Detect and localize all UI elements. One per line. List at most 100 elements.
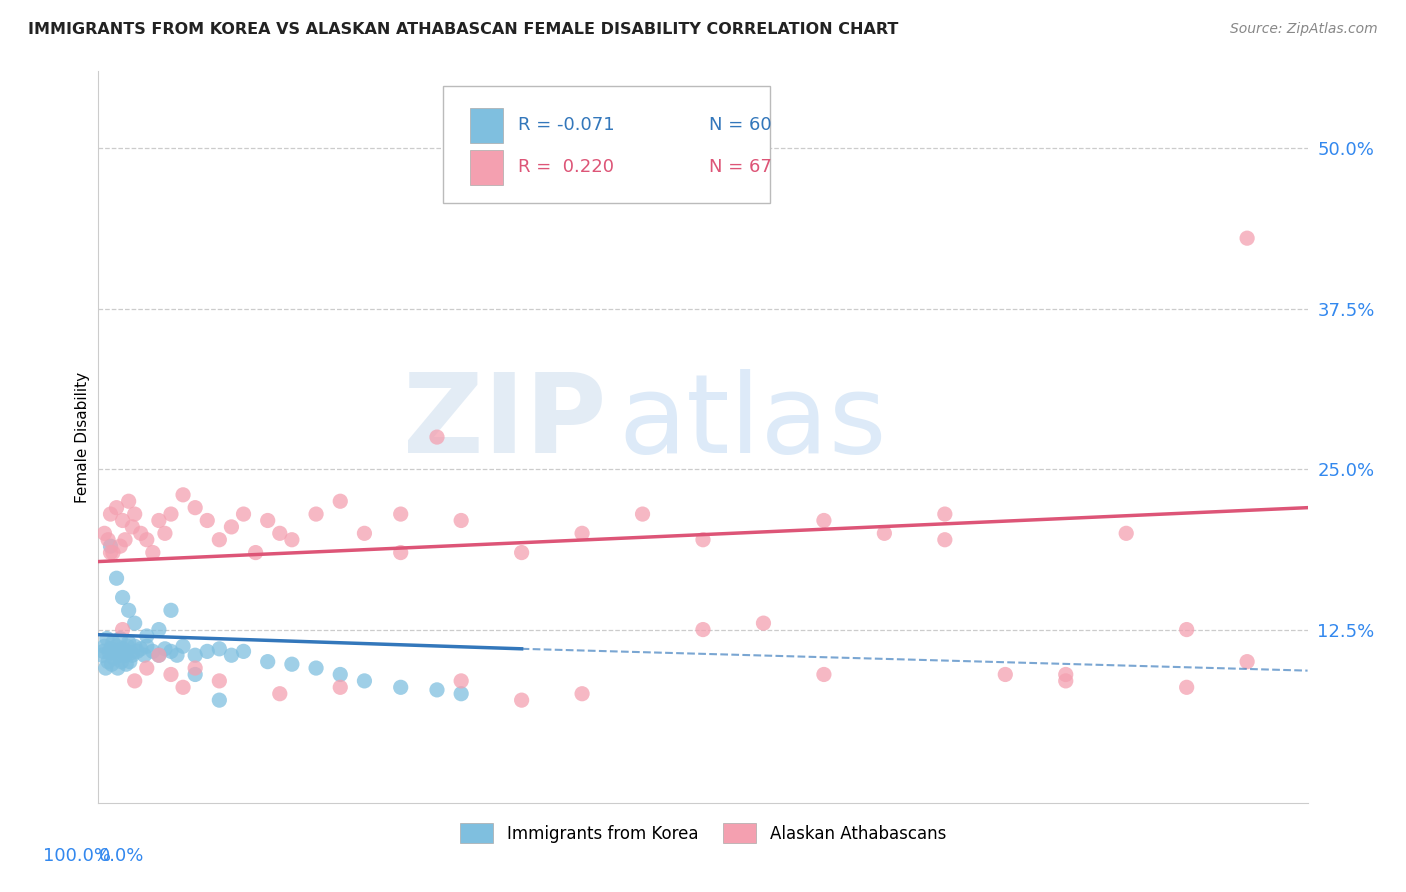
Point — [208, 533, 231, 547]
Point — [1175, 623, 1198, 637]
Point — [692, 533, 714, 547]
Point — [426, 682, 449, 697]
Point — [281, 533, 304, 547]
Point — [208, 641, 231, 656]
Text: Source: ZipAtlas.com: Source: ZipAtlas.com — [1230, 22, 1378, 37]
Point — [1236, 231, 1258, 245]
Point — [100, 539, 122, 553]
Point — [450, 687, 472, 701]
Point — [1236, 655, 1258, 669]
Point — [329, 681, 352, 695]
Point — [184, 667, 207, 681]
Point — [111, 623, 134, 637]
Point — [1054, 673, 1077, 688]
Point — [934, 507, 956, 521]
Point — [124, 639, 146, 653]
Point — [160, 667, 183, 681]
Point — [107, 661, 129, 675]
Point — [221, 648, 243, 663]
Point — [510, 693, 533, 707]
Point — [105, 500, 128, 515]
Point — [232, 507, 254, 521]
Point — [148, 648, 170, 663]
Point — [97, 655, 120, 669]
Point — [105, 639, 128, 653]
Point — [571, 687, 593, 701]
Text: N = 67: N = 67 — [709, 158, 772, 177]
Point — [148, 648, 170, 663]
Point — [305, 507, 328, 521]
Point — [172, 681, 194, 695]
FancyBboxPatch shape — [443, 86, 769, 203]
Point — [389, 545, 412, 559]
Point — [329, 494, 352, 508]
Legend: Immigrants from Korea, Alaskan Athabascans: Immigrants from Korea, Alaskan Athabasca… — [453, 817, 953, 849]
Point — [105, 571, 128, 585]
Point — [281, 657, 304, 672]
Point — [101, 545, 124, 559]
Point — [160, 507, 183, 521]
Point — [692, 623, 714, 637]
Point — [93, 639, 115, 653]
Point — [91, 648, 114, 663]
Point — [1054, 667, 1077, 681]
Point — [117, 639, 139, 653]
Point — [142, 545, 165, 559]
Point — [389, 681, 412, 695]
Point — [93, 526, 115, 541]
Point — [124, 673, 146, 688]
Point — [118, 655, 141, 669]
Y-axis label: Female Disability: Female Disability — [75, 371, 90, 503]
Point — [148, 623, 170, 637]
Point — [121, 648, 143, 663]
Text: IMMIGRANTS FROM KOREA VS ALASKAN ATHABASCAN FEMALE DISABILITY CORRELATION CHART: IMMIGRANTS FROM KOREA VS ALASKAN ATHABAS… — [28, 22, 898, 37]
Point — [142, 644, 165, 658]
Point — [184, 648, 207, 663]
Point — [160, 644, 183, 658]
Point — [571, 526, 593, 541]
Point — [1115, 526, 1137, 541]
Point — [118, 635, 141, 649]
Point — [108, 648, 131, 663]
Point — [91, 644, 114, 658]
Point — [510, 545, 533, 559]
Text: 100.0%: 100.0% — [42, 847, 111, 864]
Point — [100, 641, 122, 656]
Point — [353, 526, 375, 541]
Point — [114, 648, 136, 663]
Point — [100, 545, 122, 559]
Point — [934, 533, 956, 547]
Point — [389, 507, 412, 521]
Point — [135, 661, 157, 675]
Point — [118, 603, 141, 617]
Point — [813, 514, 835, 528]
Point — [135, 629, 157, 643]
Point — [111, 641, 134, 656]
Text: atlas: atlas — [619, 369, 887, 476]
Point — [873, 526, 896, 541]
Point — [100, 657, 122, 672]
Point — [104, 644, 127, 658]
Text: R = -0.071: R = -0.071 — [517, 117, 614, 135]
Point — [166, 648, 188, 663]
Point — [208, 693, 231, 707]
Point — [221, 520, 243, 534]
Point — [208, 673, 231, 688]
Point — [114, 533, 136, 547]
Point — [232, 644, 254, 658]
Point — [110, 655, 132, 669]
Point — [1175, 681, 1198, 695]
Text: 0.0%: 0.0% — [98, 847, 143, 864]
Point — [111, 514, 134, 528]
Point — [129, 526, 152, 541]
Point — [108, 632, 131, 646]
Point — [305, 661, 328, 675]
Point — [148, 514, 170, 528]
Point — [153, 526, 176, 541]
Point — [100, 507, 122, 521]
Point — [172, 639, 194, 653]
Point — [96, 632, 118, 646]
Point — [353, 673, 375, 688]
Point — [426, 430, 449, 444]
Point — [124, 507, 146, 521]
